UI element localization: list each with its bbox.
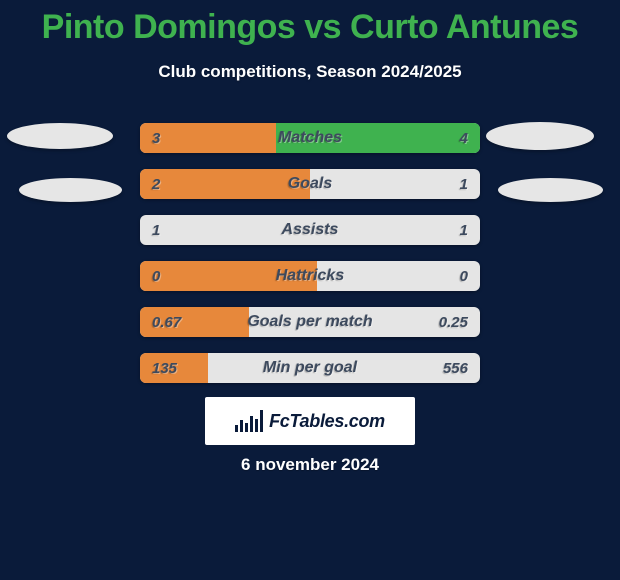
stat-label: Goals per match	[140, 307, 480, 337]
player-avatar	[498, 178, 603, 202]
stat-label: Matches	[140, 123, 480, 153]
stat-label: Goals	[140, 169, 480, 199]
date-label: 6 november 2024	[0, 455, 620, 475]
stat-row: 135556Min per goal	[140, 353, 480, 383]
stat-bars: 34Matches 21Goals 11Assists 00Hattricks 0.67…	[140, 123, 480, 399]
subtitle: Club competitions, Season 2024/2025	[0, 62, 620, 82]
player-avatar	[7, 123, 113, 149]
player-avatar	[19, 178, 122, 202]
stat-row: 11Assists	[140, 215, 480, 245]
stat-label: Min per goal	[140, 353, 480, 383]
chart-icon	[235, 410, 263, 432]
stat-row: 21Goals	[140, 169, 480, 199]
stat-row: 34Matches	[140, 123, 480, 153]
stat-row: 00Hattricks	[140, 261, 480, 291]
page-title: Pinto Domingos vs Curto Antunes	[0, 8, 620, 47]
stat-label: Assists	[140, 215, 480, 245]
logo-text: FcTables.com	[269, 411, 385, 432]
logo-badge: FcTables.com	[205, 397, 415, 445]
player-avatar	[486, 122, 594, 150]
stat-label: Hattricks	[140, 261, 480, 291]
stat-row: 0.670.25Goals per match	[140, 307, 480, 337]
comparison-card: Pinto Domingos vs Curto Antunes Club com…	[0, 0, 620, 580]
